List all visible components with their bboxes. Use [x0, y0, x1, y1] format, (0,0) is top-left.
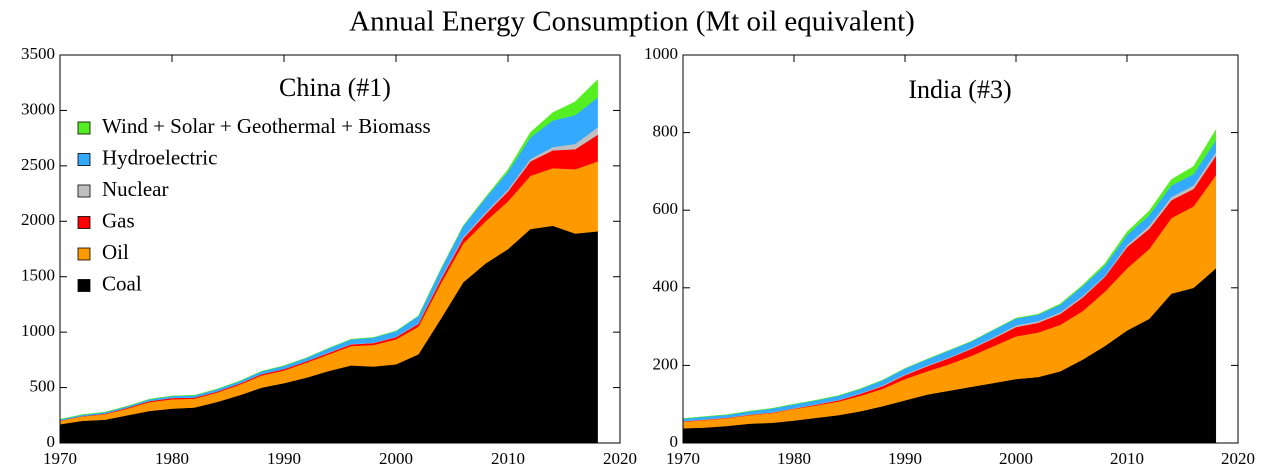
y-tick-label: 2000 — [21, 210, 55, 229]
legend-label: Hydroelectric — [102, 145, 217, 169]
area — [682, 129, 1217, 419]
x-tick-label: 2000 — [999, 449, 1033, 468]
legend-swatch — [77, 216, 91, 229]
y-tick-label: 600 — [653, 199, 679, 218]
y-tick-label: 2500 — [21, 155, 55, 174]
x-tick-label: 1970 — [43, 449, 77, 468]
legend-swatch — [77, 279, 91, 292]
area — [59, 79, 598, 420]
legend-label: Coal — [102, 271, 142, 295]
y-tick-label: 3000 — [21, 99, 55, 118]
x-tick-label: 2000 — [379, 449, 413, 468]
x-tick-label: 1990 — [267, 449, 301, 468]
y-tick-label: 0 — [670, 432, 679, 451]
legend-label: Wind + Solar + Geothermal + Biomass — [102, 114, 431, 138]
x-tick-label: 2020 — [603, 449, 637, 468]
chart-title: India (#3) — [908, 75, 1011, 104]
plot-frame — [682, 54, 1239, 444]
y-tick-label: 1500 — [21, 266, 55, 285]
y-tick-label: 1000 — [644, 44, 678, 63]
y-tick-label: 400 — [653, 277, 679, 296]
legend-label: Oil — [102, 240, 129, 264]
x-tick-label: 2010 — [491, 449, 525, 468]
x-tick-label: 2020 — [1221, 449, 1255, 468]
x-tick-label: 2010 — [1110, 449, 1144, 468]
legend-swatch — [77, 153, 91, 166]
y-tick-label: 800 — [653, 122, 679, 141]
y-tick-label: 0 — [47, 432, 56, 451]
legend-label: Nuclear — [102, 177, 168, 201]
plot-frame — [59, 54, 621, 444]
x-tick-label: 1980 — [155, 449, 189, 468]
y-tick-label: 3500 — [21, 44, 55, 63]
figure-title: Annual Energy Consumption (Mt oil equiva… — [349, 6, 915, 38]
legend-label: Gas — [102, 208, 135, 232]
y-tick-label: 1000 — [21, 321, 55, 340]
x-tick-label: 1970 — [666, 449, 700, 468]
chart-title: China (#1) — [279, 73, 391, 102]
legend-swatch — [77, 247, 91, 261]
y-tick-label: 500 — [30, 376, 56, 395]
legend-swatch — [77, 121, 91, 135]
legend-swatch — [77, 184, 91, 198]
y-tick-label: 200 — [653, 354, 679, 373]
x-tick-label: 1990 — [888, 449, 922, 468]
x-tick-label: 1980 — [777, 449, 811, 468]
